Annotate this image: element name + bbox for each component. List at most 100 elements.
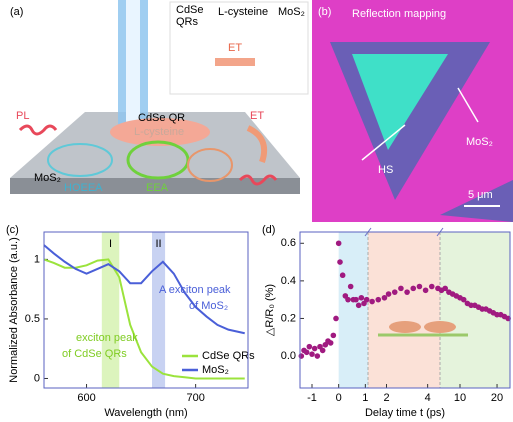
y-tick-label: 1 bbox=[34, 253, 40, 265]
data-point bbox=[314, 353, 321, 359]
band bbox=[152, 232, 166, 388]
y-tick-label: 0.5 bbox=[25, 313, 40, 325]
band-label: I bbox=[109, 238, 112, 250]
panel-label: (d) bbox=[262, 224, 275, 236]
legend-label: MoS₂ bbox=[202, 364, 229, 376]
data-point bbox=[398, 285, 404, 292]
y-tick-label: 0.6 bbox=[281, 237, 296, 249]
inset-box bbox=[169, 1, 309, 95]
data-point bbox=[375, 296, 382, 303]
y-tick-label: 0.2 bbox=[281, 312, 296, 324]
y-tick-label: 0.0 bbox=[281, 350, 296, 362]
annotation: exciton peak bbox=[76, 332, 138, 344]
data-point bbox=[306, 343, 313, 350]
data-point bbox=[345, 296, 351, 303]
annotation: A exciton peak bbox=[159, 284, 231, 296]
data-point bbox=[347, 283, 354, 290]
data-point bbox=[363, 296, 370, 303]
panel-a-art: (a) CdSe QRs L-cysteine MoS₂ ET PL CdSe … bbox=[0, 0, 309, 222]
data-point bbox=[416, 283, 423, 290]
y-tick-label: 0.4 bbox=[281, 275, 296, 287]
data-point bbox=[311, 345, 318, 352]
qr-label: CdSe QR bbox=[138, 112, 185, 124]
data-point bbox=[410, 285, 417, 292]
data-point bbox=[337, 259, 343, 265]
x-tick-label: 0 bbox=[336, 392, 342, 404]
region bbox=[368, 232, 440, 388]
hoeea-ring bbox=[47, 143, 113, 177]
eea-label: EEA bbox=[146, 182, 169, 194]
plot-frame bbox=[299, 231, 511, 389]
y-axis-label: △R/R₀ (%) bbox=[264, 284, 276, 336]
x-tick-label: 700 bbox=[186, 392, 204, 404]
data-point bbox=[381, 294, 388, 301]
inset-label: ET bbox=[228, 42, 242, 54]
legend-label: CdSe QRs bbox=[202, 350, 255, 362]
series-line bbox=[43, 244, 245, 335]
et-label: ET bbox=[250, 110, 264, 122]
data-point bbox=[298, 353, 305, 359]
band bbox=[101, 232, 120, 388]
hs-arrow bbox=[361, 124, 406, 161]
data-point bbox=[319, 347, 326, 354]
x-tick-label: -1 bbox=[307, 392, 317, 404]
inset-label: MoS₂ bbox=[278, 6, 305, 18]
mos2-label: MoS₂ bbox=[466, 136, 493, 148]
pl-wave bbox=[238, 174, 278, 186]
x-tick-label: 4 bbox=[425, 392, 431, 404]
panel-label: (a) bbox=[10, 6, 23, 18]
x-axis-label: Delay time t (ps) bbox=[365, 407, 445, 419]
plot-frame bbox=[43, 231, 249, 389]
mos2-label: MoS₂ bbox=[34, 172, 61, 184]
data-point bbox=[391, 289, 398, 295]
data-point bbox=[358, 294, 365, 301]
data-point bbox=[355, 302, 362, 309]
data-point bbox=[309, 351, 315, 357]
slab-side bbox=[10, 178, 300, 194]
data-point bbox=[460, 296, 467, 303]
inset-label: QRs bbox=[176, 16, 199, 28]
triangle-corner bbox=[440, 180, 513, 222]
data-point bbox=[353, 296, 359, 303]
data-point bbox=[303, 349, 310, 356]
inset-label: L-cysteine bbox=[218, 6, 268, 18]
x-tick-label: 10 bbox=[454, 392, 466, 404]
data-point bbox=[428, 283, 435, 290]
scale-label: 5 μm bbox=[468, 189, 493, 201]
x-tick-label: 1 bbox=[362, 392, 368, 404]
data-point bbox=[404, 289, 410, 295]
y-tick-label: 0 bbox=[34, 372, 40, 384]
inset-particle bbox=[424, 321, 456, 333]
hoeea-label: HOEEA bbox=[64, 182, 103, 194]
x-axis-label: Wavelength (nm) bbox=[104, 407, 187, 419]
triangle-inner bbox=[352, 54, 448, 150]
data-point bbox=[339, 272, 346, 279]
annotation: of CdSe QRs bbox=[62, 348, 127, 360]
inset-label: CdSe bbox=[176, 4, 204, 16]
region bbox=[440, 232, 510, 388]
et-ring bbox=[187, 148, 233, 182]
x-tick-label: 2 bbox=[383, 392, 389, 404]
data-point bbox=[330, 332, 337, 339]
panel-label: (c) bbox=[6, 224, 19, 236]
annotation: of MoS₂ bbox=[189, 300, 228, 312]
data-point bbox=[422, 287, 429, 294]
data-point bbox=[327, 340, 334, 346]
panel-b-art: (b) Reflection mapping HS MoS₂ 5 μm bbox=[312, 0, 513, 222]
data-point bbox=[335, 240, 342, 247]
cys-label: L-cysteine bbox=[134, 126, 184, 138]
pl-wave bbox=[18, 124, 58, 136]
map-title: Reflection mapping bbox=[352, 8, 446, 20]
x-tick-label: 20 bbox=[491, 392, 503, 404]
data-point bbox=[333, 315, 339, 322]
hs-label: HS bbox=[378, 164, 393, 176]
beam-core bbox=[126, 0, 140, 135]
inset-et-arrow bbox=[215, 58, 255, 66]
y-axis-label: Normalized Absorbance (a.u.) bbox=[8, 237, 20, 383]
region bbox=[338, 232, 368, 388]
data-point bbox=[369, 298, 375, 305]
pl-label: PL bbox=[16, 110, 29, 122]
